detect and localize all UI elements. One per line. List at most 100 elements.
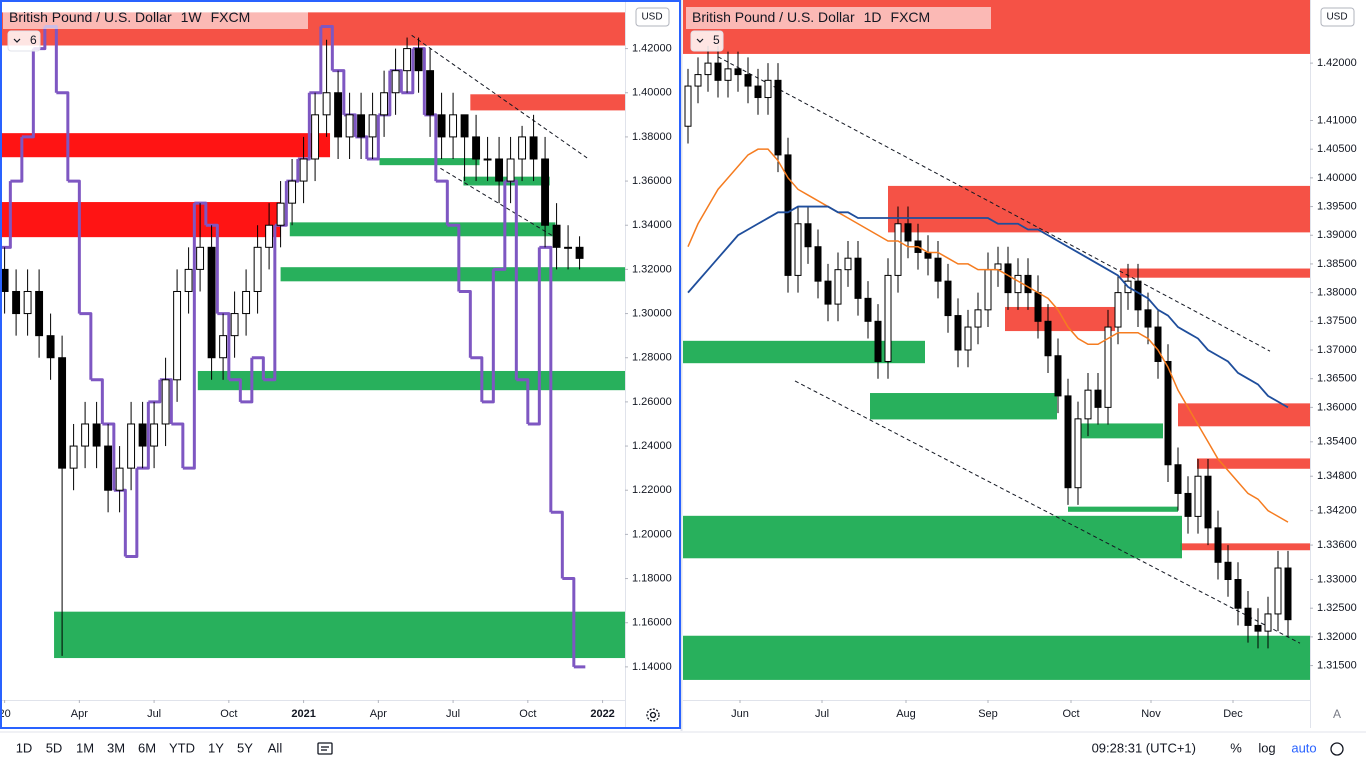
- legend-background: [686, 7, 991, 29]
- candle-body: [265, 224, 274, 248]
- trendline: [411, 34, 588, 159]
- step-line-segment: [458, 289, 472, 358]
- y-tick-label: 1.26000: [632, 396, 672, 408]
- range-button[interactable]: 5Y: [237, 740, 253, 755]
- legend-title: British Pound / U.S. Dollar 1D FXCM: [692, 9, 930, 25]
- candle-body: [1084, 389, 1092, 420]
- candle-body: [541, 158, 550, 226]
- candle-body: [1284, 567, 1292, 621]
- candle-body: [506, 158, 515, 182]
- x-tick-label: Apr: [71, 708, 88, 720]
- range-button[interactable]: 1M: [76, 740, 94, 755]
- percent-toggle[interactable]: %: [1230, 740, 1242, 755]
- candle-body: [744, 74, 752, 87]
- candle-body: [1214, 527, 1222, 563]
- y-tick-label: 1.36500: [1317, 373, 1357, 385]
- candle-body: [764, 79, 772, 99]
- candle-body: [934, 257, 942, 282]
- candle-body: [276, 202, 285, 226]
- y-tick-label: 1.30000: [632, 307, 672, 319]
- price-zone: [1178, 403, 1310, 427]
- candle-body: [1094, 389, 1102, 408]
- y-tick-label: 1.38500: [1317, 258, 1357, 270]
- panels: 1.14000 1.16000 1.18000 1.20000 1.22000 1.240…: [0, 0, 1357, 731]
- y-tick-label: 1.24000: [632, 440, 672, 452]
- candle-body: [564, 246, 573, 249]
- clock: 09:28:31 (UTC+1): [1092, 740, 1196, 755]
- candle-body: [575, 246, 584, 259]
- y-tick-label: 1.34000: [632, 219, 672, 231]
- y-tick-label: 1.32000: [632, 263, 672, 275]
- y-tick-label: 1.35400: [1317, 436, 1357, 448]
- price-zone: [54, 611, 625, 659]
- range-button[interactable]: 1Y: [208, 740, 224, 755]
- candle-body: [684, 85, 692, 127]
- moving-average: [687, 148, 1289, 523]
- auto-scale-button[interactable]: A: [1333, 707, 1341, 721]
- step-line-segment: [0, 181, 12, 249]
- candle-body: [426, 70, 435, 116]
- candle-body: [322, 92, 331, 116]
- y-tick-label: 1.16000: [632, 617, 672, 629]
- x-tick-label: Sep: [978, 708, 998, 720]
- candle-body: [944, 280, 952, 317]
- range-button[interactable]: All: [268, 740, 283, 755]
- price-zone: [0, 133, 331, 158]
- candle-body: [81, 423, 90, 447]
- currency-label: USD: [641, 12, 662, 23]
- step-line-segment: [539, 245, 553, 513]
- step-line-segment: [493, 181, 507, 271]
- candle-body: [230, 313, 239, 337]
- indicator-badge[interactable]: [7, 30, 41, 52]
- y-tick-label: 1.32000: [1317, 631, 1357, 643]
- step-line-segment: [67, 179, 81, 314]
- candle-body: [184, 268, 193, 292]
- icon-circle: [1330, 742, 1344, 756]
- candle-body: [92, 423, 101, 447]
- step-line-segment: [56, 91, 70, 182]
- range-button[interactable]: 3M: [107, 740, 125, 755]
- price-zone: [683, 515, 1182, 559]
- x-tick-label: Oct: [519, 708, 536, 720]
- price-zone: [280, 267, 625, 282]
- auto-toggle[interactable]: auto: [1291, 740, 1316, 755]
- candle-body: [924, 251, 932, 259]
- step-line-segment: [550, 510, 564, 579]
- log-toggle[interactable]: log: [1258, 740, 1275, 755]
- candle-body: [391, 70, 400, 94]
- candle-body: [1014, 274, 1022, 294]
- candle-body: [754, 85, 762, 99]
- gear-icon[interactable]: [646, 708, 660, 722]
- candle-body: [1224, 561, 1232, 581]
- range-button[interactable]: 1D: [16, 740, 33, 755]
- y-tick-label: 1.38000: [1317, 287, 1357, 299]
- indicator-badge[interactable]: [690, 30, 724, 52]
- currency-box[interactable]: [635, 7, 670, 27]
- candle-body: [414, 48, 423, 72]
- step-line-segment: [194, 201, 208, 226]
- y-tick-label: 1.37500: [1317, 315, 1357, 327]
- candle-body: [219, 335, 228, 359]
- range-button[interactable]: YTD: [169, 740, 195, 755]
- currency-box[interactable]: [1320, 7, 1355, 27]
- candle-body: [46, 335, 55, 359]
- range-button[interactable]: 6M: [138, 740, 156, 755]
- candle-body: [58, 357, 67, 469]
- y-tick-label: 1.32500: [1317, 602, 1357, 614]
- compare-icon[interactable]: [317, 742, 333, 755]
- candle-body: [804, 223, 812, 248]
- candle-body: [784, 154, 792, 276]
- price-zone: [870, 393, 1057, 420]
- x-tick-label: Jul: [147, 708, 161, 720]
- candle-body: [35, 290, 44, 337]
- candle-body: [1154, 326, 1162, 362]
- range-button[interactable]: 5D: [46, 740, 63, 755]
- candle-body: [994, 263, 1002, 271]
- y-tick-label: 1.40000: [1317, 172, 1357, 184]
- candle-body: [904, 223, 912, 242]
- step-line-segment: [447, 223, 461, 292]
- symbol-name: British Pound / U.S. Dollar: [9, 9, 172, 25]
- settings-icon[interactable]: [1330, 742, 1344, 756]
- candle-body: [1274, 567, 1282, 615]
- trendline: [717, 56, 1271, 352]
